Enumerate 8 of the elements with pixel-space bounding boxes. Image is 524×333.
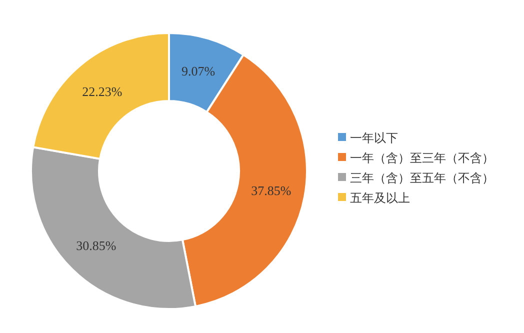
data-label: 9.07% [181,64,216,79]
legend-label: 一年（含）至三年（不含） [350,150,494,164]
legend-label: 五年及以上 [350,190,410,204]
data-label: 30.85% [76,238,116,253]
data-label: 37.85% [251,182,292,198]
data-label: 22.23% [82,84,122,99]
legend-label: 一年以下 [350,130,398,144]
legend-label: 三年（含）至五年（不含） [350,170,494,184]
